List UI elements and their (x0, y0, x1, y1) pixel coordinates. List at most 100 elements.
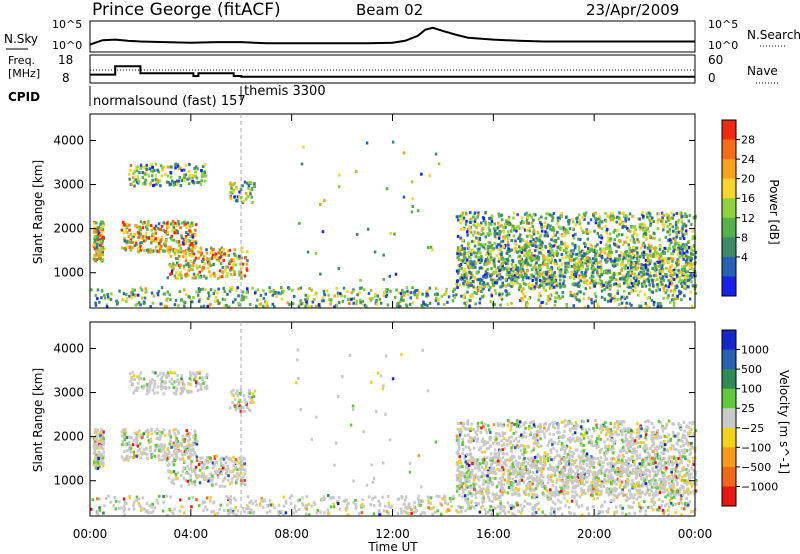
data-point (169, 495, 172, 499)
data-point (295, 509, 298, 513)
data-point (605, 231, 609, 235)
data-point (180, 505, 184, 509)
data-point (429, 502, 432, 505)
data-point (122, 504, 126, 508)
data-point (211, 466, 215, 470)
data-point (194, 471, 197, 475)
data-point (189, 268, 193, 271)
data-point (594, 244, 597, 248)
data-point (427, 506, 430, 510)
data-point (406, 293, 410, 297)
data-point (685, 260, 688, 264)
data-point (120, 228, 124, 232)
data-point (105, 303, 109, 307)
data-point (472, 240, 476, 244)
data-point (194, 256, 198, 260)
data-point (163, 242, 166, 246)
data-point (273, 506, 276, 510)
data-point (115, 299, 118, 303)
data-point (337, 267, 341, 271)
data-point (631, 235, 634, 239)
data-point (209, 479, 213, 483)
data-point (582, 212, 586, 216)
data-point (141, 496, 144, 500)
data-point (266, 304, 269, 308)
data-point (462, 283, 466, 287)
data-point (667, 214, 670, 218)
data-point (498, 243, 501, 247)
data-point (219, 255, 223, 259)
data-point (661, 267, 665, 271)
data-point (101, 456, 105, 460)
data-point (182, 255, 185, 259)
data-point (658, 252, 662, 256)
data-point (428, 301, 432, 305)
data-point (629, 274, 633, 278)
data-point (614, 494, 618, 498)
data-point (156, 385, 160, 389)
data-point (382, 253, 385, 257)
data-point (491, 506, 495, 510)
data-point (660, 277, 663, 281)
data-point (305, 507, 308, 511)
data-point (527, 297, 531, 301)
data-point (496, 456, 499, 459)
data-point (649, 259, 653, 263)
data-point (453, 288, 456, 292)
data-point (99, 439, 102, 443)
data-point (628, 248, 632, 252)
data-point (474, 255, 478, 259)
data-point (534, 213, 537, 217)
data-point (243, 457, 246, 461)
data-point (93, 257, 96, 261)
data-point (251, 511, 255, 515)
data-point (417, 290, 421, 294)
data-point (561, 295, 564, 299)
data-point (128, 441, 131, 445)
data-point (173, 231, 176, 234)
data-point (196, 181, 199, 184)
data-point (504, 277, 507, 281)
data-point (606, 240, 610, 244)
data-point (346, 503, 349, 507)
data-point (93, 437, 97, 441)
data-point (132, 391, 135, 395)
data-point (277, 512, 281, 516)
data-point (631, 284, 635, 288)
data-point (632, 276, 636, 280)
data-point (250, 188, 254, 192)
data-point (548, 251, 552, 255)
data-point (506, 220, 510, 224)
data-point (332, 505, 336, 509)
data-point (574, 246, 577, 250)
data-point (543, 234, 547, 238)
data-point (151, 453, 154, 457)
data-point (459, 276, 462, 279)
data-point (534, 240, 537, 244)
data-point (547, 277, 551, 281)
data-point (208, 270, 211, 274)
data-point (625, 295, 629, 299)
data-point (539, 221, 542, 225)
data-point (197, 474, 201, 478)
data-point (236, 468, 239, 472)
data-point (205, 251, 209, 255)
data-point (377, 509, 381, 513)
data-point (634, 228, 637, 232)
data-point (618, 239, 622, 243)
data-point (409, 291, 413, 295)
data-point (165, 494, 168, 498)
data-point (656, 508, 659, 512)
data-point (162, 457, 166, 461)
data-point (138, 504, 141, 508)
data-point (525, 276, 528, 280)
data-point (134, 178, 137, 182)
data-point (560, 246, 564, 250)
data-point (202, 472, 205, 476)
data-point (184, 173, 188, 177)
data-point (188, 248, 191, 252)
data-point (215, 454, 219, 458)
data-point (661, 276, 665, 280)
data-point (616, 278, 619, 282)
data-point (514, 263, 518, 267)
